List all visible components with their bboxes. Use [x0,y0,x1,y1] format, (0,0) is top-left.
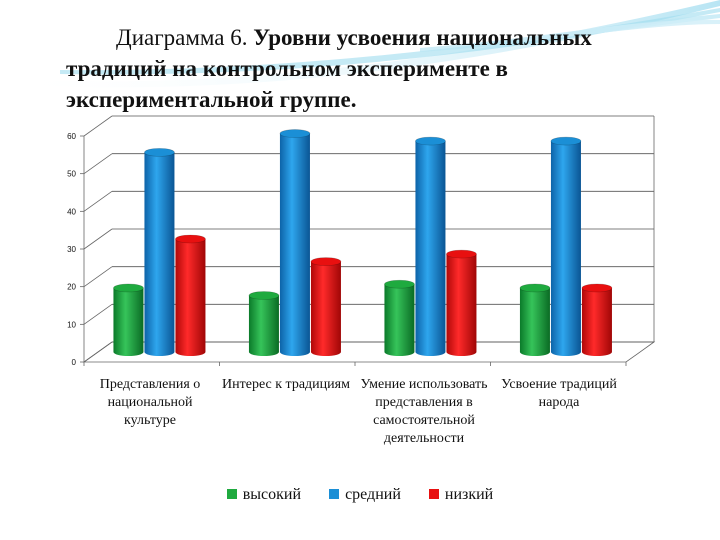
bar-body-medium [415,141,446,356]
y-tick-label: 20 [67,283,76,292]
x-label-cat-2: Интерес к традициям [222,377,350,392]
bar-medium-cat-2 [279,129,311,356]
legend-item-low: низкий [428,486,494,504]
bar-low-cat-3 [446,249,477,356]
gridline-diagonal [83,304,113,325]
y-tick-labels: 0 10 20 30 40 50 60 [67,132,76,367]
bar-body-high [248,295,279,356]
bar-medium-cat-3 [415,136,446,356]
bar-low-cat-2 [310,257,342,356]
bar-top-low [581,283,613,293]
x-label-cat-4: Усвоение традиций народа [501,377,617,410]
bar-body-high [519,287,550,356]
gridline-diagonal [83,228,113,250]
bar-top-medium [415,136,446,146]
bar-body-low [446,254,477,356]
bar-top-high [113,283,144,293]
gridline-diagonal [83,266,113,287]
x-label-cat-1: Представления о национальной культуре [99,377,201,428]
bar-low-cat-1 [175,234,206,356]
bar-medium-cat-4 [550,136,582,356]
bar-body-medium [550,141,581,356]
bar-body-high [113,287,144,356]
x-label-cat-3: Умение использовать представления в само… [360,377,488,446]
bar-high-cat-2 [248,291,280,356]
title-prefix: Диаграмма 6. [116,25,248,50]
chart-bars [113,129,613,356]
bar-medium-cat-1 [144,148,175,356]
y-tick-label: 40 [67,207,76,216]
decorative-waves [0,0,720,88]
y-tick-label: 30 [67,245,76,254]
bar-top-high [519,283,551,293]
legend-swatch-low [428,489,439,499]
y-tick-label: 10 [67,320,76,329]
y-tick-label: 60 [67,132,76,141]
gridline-diagonal [83,115,113,137]
legend-item-medium: средний [329,486,401,504]
legend-item-high: высокий [226,486,302,504]
gridline-diagonal [83,191,113,212]
bar-top-high [384,279,415,289]
bar-top-high [248,291,280,300]
bar-body-low [310,261,341,356]
bar-top-medium [550,136,582,146]
legend-swatch-high [226,489,237,499]
bar-top-medium [144,148,175,157]
legend-label-medium: средний [345,486,401,503]
bar-high-cat-1 [113,283,144,356]
gridline-diagonal [83,341,113,363]
bar-high-cat-4 [519,283,551,356]
bar-body-medium [144,152,175,356]
bar-top-medium [279,129,311,138]
bar-body-low [175,239,206,356]
title-bold: Уровни усвоения национальных традиций на… [66,25,592,112]
bar-top-low [310,257,342,266]
bar-top-low [446,249,477,259]
bar-top-low [175,234,206,244]
legend-swatch-medium [329,489,340,499]
bar-low-cat-4 [581,283,613,356]
bar-body-high [384,284,415,356]
legend-label-low: низкий [444,486,494,503]
y-tick-label: 50 [67,170,76,179]
legend-label-high: высокий [242,486,302,503]
bar-body-medium [279,133,310,356]
gridline-diagonal [83,153,113,174]
bar-body-low [581,287,612,356]
bar-high-cat-3 [384,279,415,356]
page-title: Диаграмма 6. Уровни усвоения национальны… [66,22,666,115]
y-tick-label: 0 [72,358,77,367]
chart-legend: высокий средний низкий [0,486,720,504]
